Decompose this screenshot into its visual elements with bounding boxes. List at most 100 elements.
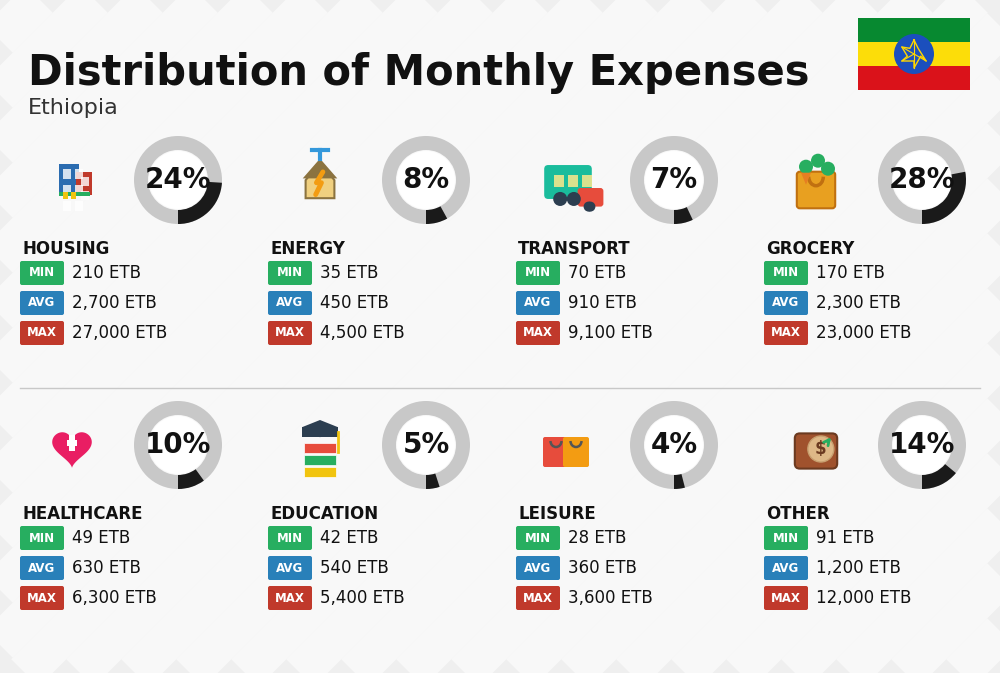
FancyBboxPatch shape: [797, 172, 835, 209]
FancyBboxPatch shape: [20, 526, 64, 550]
Text: AVG: AVG: [772, 297, 800, 310]
Text: 210 ETB: 210 ETB: [72, 264, 141, 282]
FancyBboxPatch shape: [268, 291, 312, 315]
Text: 4%: 4%: [650, 431, 698, 459]
Text: AVG: AVG: [276, 297, 304, 310]
Text: 35 ETB: 35 ETB: [320, 264, 378, 282]
Text: MIN: MIN: [277, 532, 303, 544]
Text: 10%: 10%: [145, 431, 211, 459]
Text: Ethiopia: Ethiopia: [28, 98, 119, 118]
Text: HEALTHCARE: HEALTHCARE: [22, 505, 143, 523]
Circle shape: [585, 202, 595, 211]
Text: 5,400 ETB: 5,400 ETB: [320, 589, 405, 607]
Wedge shape: [674, 474, 685, 489]
Circle shape: [821, 162, 835, 176]
Bar: [67, 439, 77, 446]
Polygon shape: [302, 427, 338, 437]
Text: MAX: MAX: [27, 326, 57, 339]
Text: MIN: MIN: [525, 267, 551, 279]
FancyBboxPatch shape: [268, 261, 312, 285]
Bar: [59, 164, 79, 194]
Text: 450 ETB: 450 ETB: [320, 294, 389, 312]
Text: 1,200 ETB: 1,200 ETB: [816, 559, 901, 577]
Circle shape: [645, 416, 703, 474]
Text: 6,300 ETB: 6,300 ETB: [72, 589, 157, 607]
Bar: [75, 185, 83, 195]
Text: LEISURE: LEISURE: [518, 505, 596, 523]
Wedge shape: [426, 474, 440, 489]
FancyBboxPatch shape: [268, 586, 312, 610]
Circle shape: [567, 192, 581, 206]
Text: 170 ETB: 170 ETB: [816, 264, 885, 282]
Wedge shape: [878, 401, 966, 489]
Bar: [63, 185, 71, 195]
Text: 27,000 ETB: 27,000 ETB: [72, 324, 167, 342]
FancyBboxPatch shape: [764, 526, 808, 550]
Text: 23,000 ETB: 23,000 ETB: [816, 324, 911, 342]
FancyBboxPatch shape: [268, 321, 312, 345]
Bar: [304, 456, 336, 466]
Text: 910 ETB: 910 ETB: [568, 294, 637, 312]
Text: 42 ETB: 42 ETB: [320, 529, 378, 547]
FancyBboxPatch shape: [20, 291, 64, 315]
Text: AVG: AVG: [772, 561, 800, 575]
Circle shape: [811, 153, 825, 168]
Text: OTHER: OTHER: [766, 505, 830, 523]
Circle shape: [893, 416, 951, 474]
Text: MAX: MAX: [771, 326, 801, 339]
Circle shape: [799, 160, 813, 174]
Text: 91 ETB: 91 ETB: [816, 529, 874, 547]
Bar: [858, 42, 970, 66]
Text: 2,700 ETB: 2,700 ETB: [72, 294, 157, 312]
Text: 28%: 28%: [889, 166, 955, 194]
Text: MAX: MAX: [275, 592, 305, 604]
Polygon shape: [302, 420, 338, 437]
Bar: [568, 175, 578, 187]
Text: MAX: MAX: [523, 326, 553, 339]
Wedge shape: [426, 207, 447, 224]
Bar: [75, 201, 83, 211]
Text: AVG: AVG: [524, 561, 552, 575]
Text: 24%: 24%: [145, 166, 211, 194]
Text: TRANSPORT: TRANSPORT: [518, 240, 631, 258]
Circle shape: [894, 34, 934, 74]
Bar: [582, 175, 592, 187]
Bar: [304, 444, 336, 454]
FancyBboxPatch shape: [516, 556, 560, 580]
Bar: [81, 177, 89, 186]
Wedge shape: [178, 469, 204, 489]
Circle shape: [584, 202, 594, 211]
Circle shape: [553, 192, 567, 206]
FancyBboxPatch shape: [20, 586, 64, 610]
Polygon shape: [52, 432, 92, 468]
FancyBboxPatch shape: [795, 433, 837, 468]
Text: AVG: AVG: [28, 561, 56, 575]
Circle shape: [149, 416, 207, 474]
Bar: [71, 192, 76, 199]
Polygon shape: [303, 159, 337, 178]
Text: MIN: MIN: [29, 267, 55, 279]
Text: AVG: AVG: [276, 561, 304, 575]
Bar: [63, 169, 71, 179]
FancyBboxPatch shape: [516, 321, 560, 345]
FancyBboxPatch shape: [764, 261, 808, 285]
Text: GROCERY: GROCERY: [766, 240, 854, 258]
Text: 8%: 8%: [402, 166, 450, 194]
Bar: [858, 18, 970, 42]
Circle shape: [397, 416, 455, 474]
FancyBboxPatch shape: [20, 556, 64, 580]
Text: 360 ETB: 360 ETB: [568, 559, 637, 577]
Wedge shape: [922, 464, 956, 489]
FancyBboxPatch shape: [764, 291, 808, 315]
Text: MAX: MAX: [27, 592, 57, 604]
Text: 70 ETB: 70 ETB: [568, 264, 626, 282]
Text: 4,500 ETB: 4,500 ETB: [320, 324, 405, 342]
Text: HOUSING: HOUSING: [22, 240, 109, 258]
Text: 630 ETB: 630 ETB: [72, 559, 141, 577]
Bar: [69, 435, 75, 450]
Bar: [304, 468, 336, 477]
Text: AVG: AVG: [28, 297, 56, 310]
Text: 14%: 14%: [889, 431, 955, 459]
FancyBboxPatch shape: [764, 321, 808, 345]
Text: MIN: MIN: [773, 532, 799, 544]
